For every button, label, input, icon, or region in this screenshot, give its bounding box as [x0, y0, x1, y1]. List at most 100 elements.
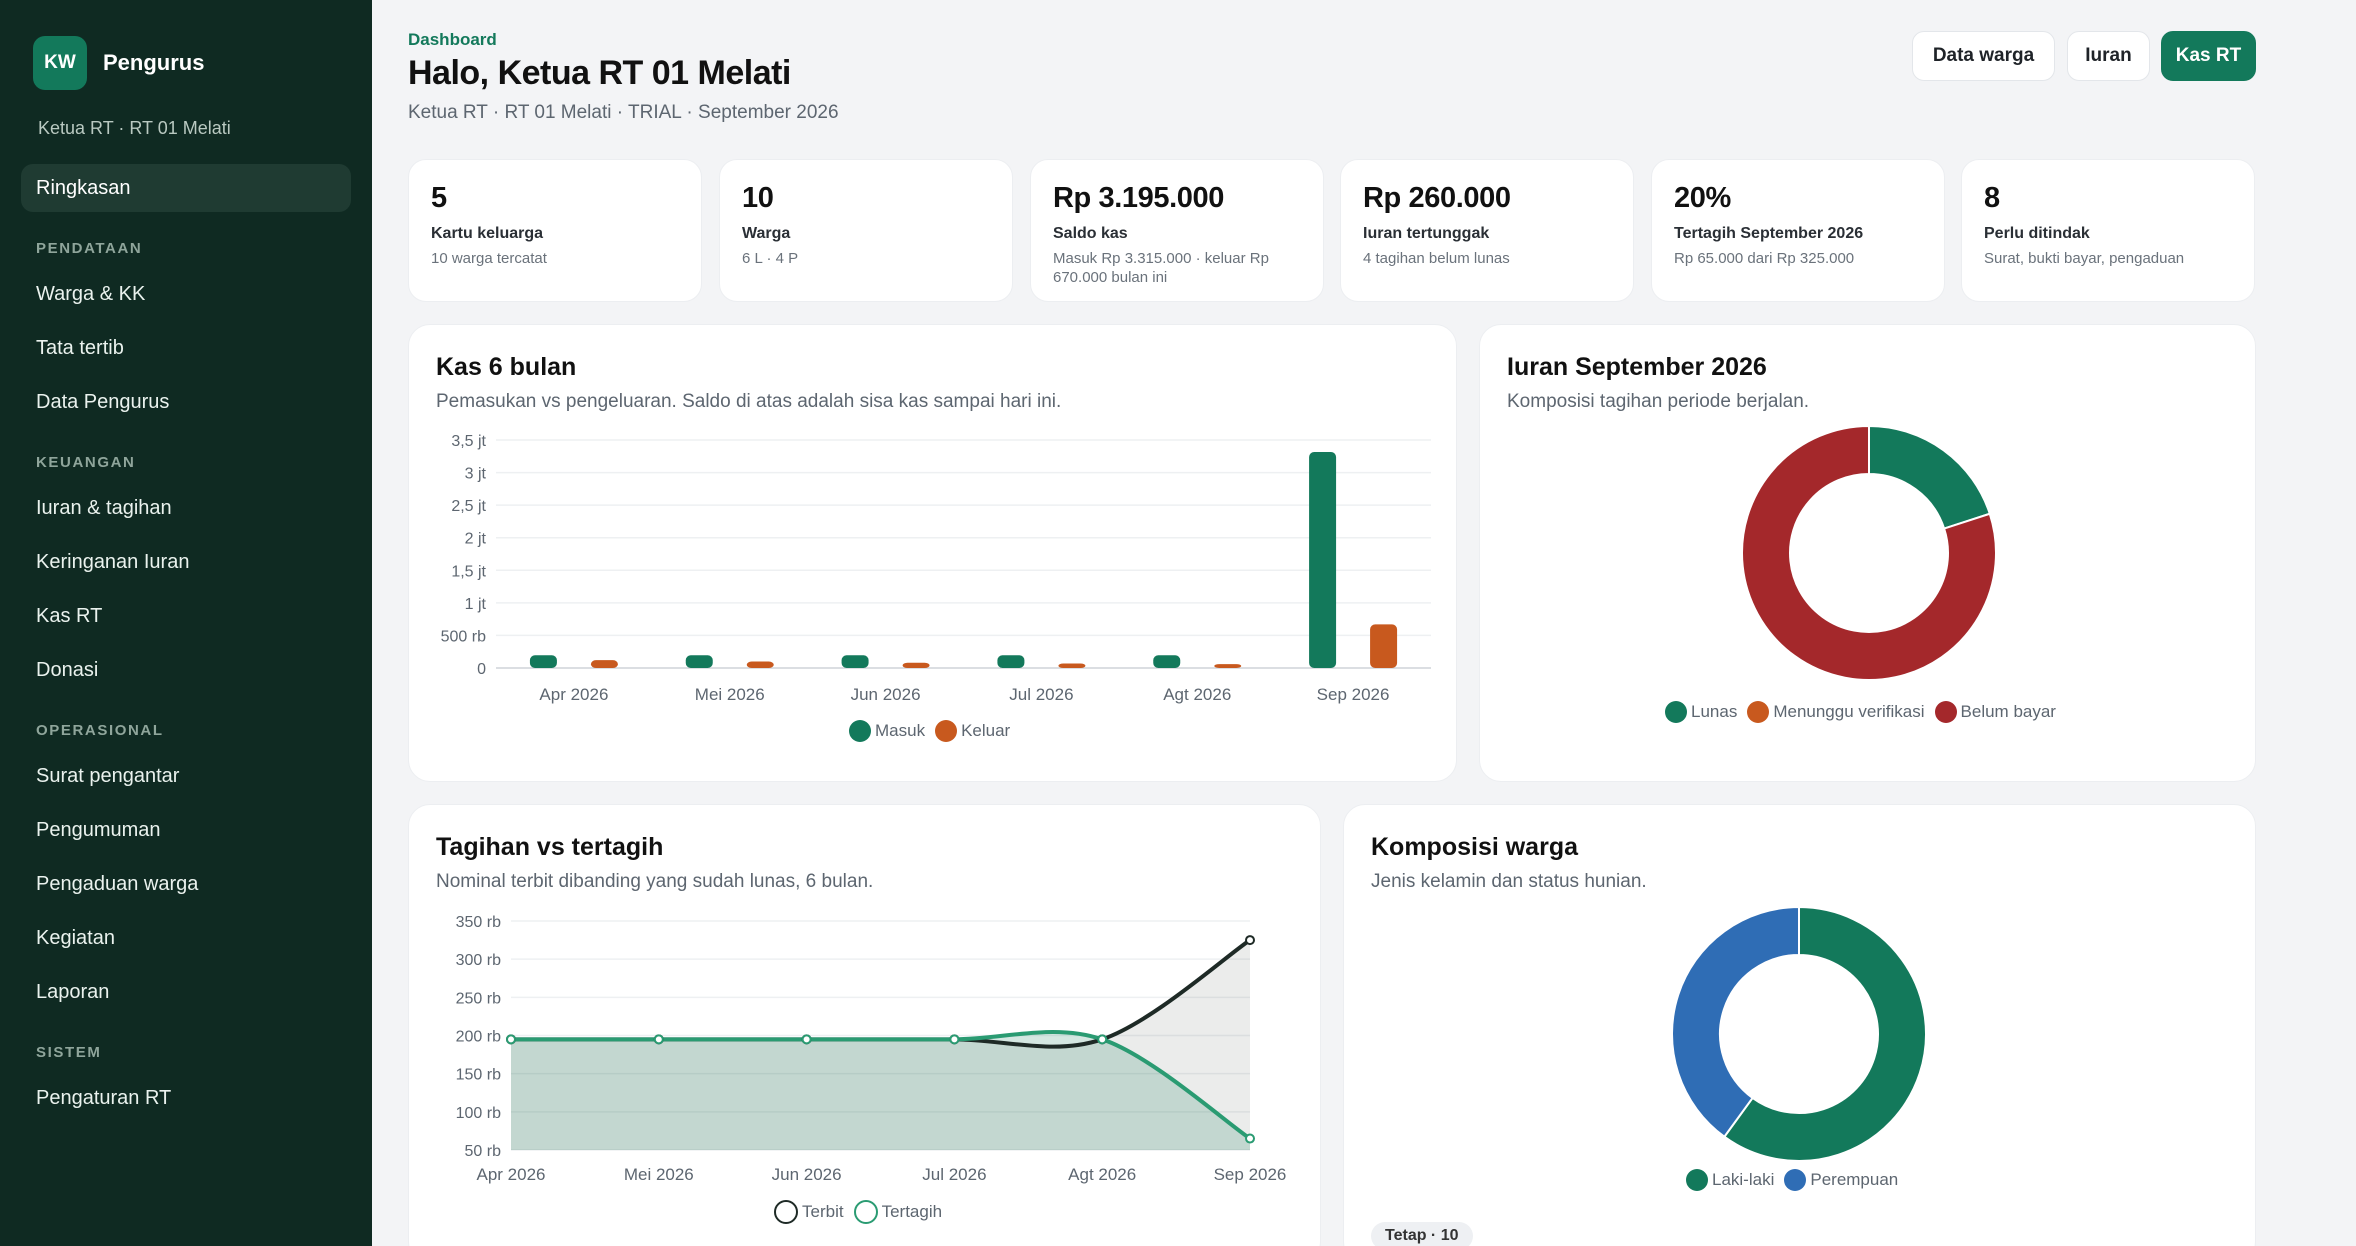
area-tertagih [511, 1031, 1250, 1150]
legend-swatch [1686, 1169, 1708, 1191]
sidebar: KW Pengurus Ketua RT · RT 01 Melati Ring… [0, 0, 372, 1246]
komposisi-donut-chart [1671, 905, 1927, 1162]
iuran-slice [1868, 424, 1992, 530]
tagihan-area-chart: 50 rb 100 rb 150 rb 200 rb 250 rb 300 rb 350 r… [456, 914, 1287, 1184]
stat-value: 20% [1674, 182, 1731, 214]
sidebar-item-surat-pengantar[interactable]: Surat pengantar [36, 765, 180, 787]
section-pendataan: PENDATAAN [36, 240, 143, 257]
point-tertagih [506, 1034, 516, 1045]
section-sistem: SISTEM [36, 1044, 102, 1061]
bar-masuk [1153, 655, 1181, 668]
stat-value: 10 [742, 182, 774, 214]
stat-value: 5 [431, 182, 447, 214]
stat-card-warga: 10 Warga 6 L · 4 P [719, 159, 1013, 302]
data-warga-button[interactable]: Data warga [1912, 31, 2055, 81]
panel-subtitle: Jenis kelamin dan status hunian. [1371, 871, 1647, 892]
legend-item[interactable]: Menunggu verifikasi [1747, 701, 1925, 723]
stat-label: Perlu ditindak [1984, 225, 2090, 242]
sidebar-item-keringanan-iuran[interactable]: Keringanan Iuran [36, 551, 190, 573]
panel-title: Tagihan vs tertagih [436, 833, 664, 861]
status-badge: Tetap · 10 [1371, 1222, 1473, 1246]
legend-item[interactable]: Lunas [1665, 701, 1737, 723]
stat-label: Iuran tertunggak [1363, 225, 1490, 242]
y-tick-label: 250 rb [456, 990, 501, 1007]
page-subtitle: Ketua RT · RT 01 Melati · TRIAL · Septem… [408, 102, 839, 123]
sidebar-item-tata-tertib[interactable]: Tata tertib [36, 337, 124, 359]
bar-masuk [1309, 452, 1337, 668]
legend-item[interactable]: Belum bayar [1934, 701, 2056, 723]
sidebar-item-donasi[interactable]: Donasi [36, 659, 99, 681]
x-tick-label: Apr 2026 [539, 685, 608, 704]
panel-title: Komposisi warga [1371, 833, 1578, 861]
stat-desc: 4 tagihan belum lunas [1363, 250, 1510, 267]
stat-desc: 10 warga tercatat [431, 250, 547, 267]
komposisi-slice [1671, 905, 1800, 1139]
stat-value: Rp 3.195.000 [1053, 182, 1224, 214]
x-tick-label: Jun 2026 [851, 685, 921, 704]
tagihan-legend: Terbit Tertagih [774, 1200, 952, 1224]
komposisi-legend: Laki-laki Perempuan [1686, 1169, 1908, 1191]
kas-rt-button[interactable]: Kas RT [2161, 31, 2256, 81]
bar-keluar [902, 662, 930, 668]
y-tick-label: 3 jt [465, 466, 487, 483]
komposisi-chart-panel: Komposisi warga Jenis kelamin dan status… [1343, 804, 2256, 1246]
x-tick-label: Mei 2026 [695, 685, 765, 704]
y-tick-label: 300 rb [456, 952, 501, 969]
stat-label: Tertagih September 2026 [1674, 225, 1864, 242]
stat-desc: Surat, bukti bayar, pengaduan [1984, 250, 2185, 267]
sidebar-item-laporan[interactable]: Laporan [36, 981, 110, 1003]
legend-item[interactable]: Laki-laki [1686, 1169, 1774, 1191]
bar-keluar [746, 661, 774, 668]
bar-keluar [590, 660, 618, 668]
y-tick-label: 200 rb [456, 1029, 501, 1046]
kas-chart-panel: Kas 6 bulan Pemasukan vs pengeluaran. Sa… [408, 324, 1457, 782]
stat-desc: Rp 65.000 dari Rp 325.000 [1674, 250, 1855, 267]
brand[interactable]: KW Pengurus [33, 36, 204, 90]
legend-swatch [849, 720, 871, 742]
y-tick-label: 0 [477, 661, 486, 678]
stat-card-iuran-tertunggak: Rp 260.000 Iuran tertunggak 4 tagihan be… [1340, 159, 1634, 302]
stat-label: Saldo kas [1053, 225, 1128, 242]
brand-logo: KW [33, 36, 87, 90]
point-tertagih [653, 1034, 664, 1045]
sidebar-item-pengumuman[interactable]: Pengumuman [36, 819, 161, 841]
sidebar-item-kegiatan[interactable]: Kegiatan [36, 927, 115, 949]
section-keuangan: KEUANGAN [36, 454, 136, 471]
iuran-button[interactable]: Iuran [2067, 31, 2150, 81]
sidebar-item-warga-kk[interactable]: Warga & KK [36, 283, 146, 305]
x-tick-label: Apr 2026 [477, 1165, 546, 1184]
bar-keluar [1058, 663, 1086, 668]
stat-card-kk: 5 Kartu keluarga 10 warga tercatat [408, 159, 702, 302]
panel-subtitle: Nominal terbit dibanding yang sudah luna… [436, 871, 874, 892]
sidebar-item-iuran-tagihan[interactable]: Iuran & tagihan [36, 497, 172, 519]
legend-item[interactable]: Masuk [849, 720, 925, 742]
komposisi-slice [1722, 905, 1927, 1162]
section-operasional: OPERASIONAL [36, 722, 164, 739]
legend-item[interactable]: Tertagih [853, 1200, 942, 1224]
legend-swatch [1784, 1169, 1807, 1191]
sidebar-item-pengaduan-warga[interactable]: Pengaduan warga [36, 873, 199, 895]
panel-title: Iuran September 2026 [1507, 353, 1767, 381]
bar-masuk [529, 655, 557, 668]
stat-card-tertagih: 20% Tertagih September 2026 Rp 65.000 da… [1651, 159, 1945, 302]
point-tertagih [1097, 1034, 1108, 1045]
legend-item[interactable]: Perempuan [1784, 1169, 1898, 1191]
kas-bar-chart: 0 500 rb 1 jt 1,5 jt 2 jt 2,5 jt 3 jt 3,5 jt Apr… [441, 433, 1431, 704]
legend-swatch [774, 1200, 798, 1224]
stat-label: Warga [742, 225, 791, 242]
y-tick-label: 2 jt [465, 531, 487, 548]
legend-swatch [1747, 701, 1770, 723]
sidebar-item-ringkasan[interactable]: Ringkasan [21, 164, 351, 212]
sidebar-item-kas-rt[interactable]: Kas RT [36, 605, 103, 627]
tagihan-chart-panel: Tagihan vs tertagih Nominal terbit diban… [408, 804, 1321, 1246]
legend-item[interactable]: Terbit [774, 1200, 844, 1224]
legend-label: Perempuan [1810, 1170, 1899, 1189]
y-tick-label: 50 rb [465, 1143, 502, 1160]
x-tick-label: Mei 2026 [624, 1165, 694, 1184]
legend-item[interactable]: Keluar [935, 720, 1010, 742]
legend-swatch [935, 720, 958, 742]
iuran-slice [1741, 424, 1997, 681]
sidebar-item-pengaturan-rt[interactable]: Pengaturan RT [36, 1087, 172, 1109]
point-tertagih [801, 1034, 812, 1045]
sidebar-item-data-pengurus[interactable]: Data Pengurus [36, 391, 170, 413]
